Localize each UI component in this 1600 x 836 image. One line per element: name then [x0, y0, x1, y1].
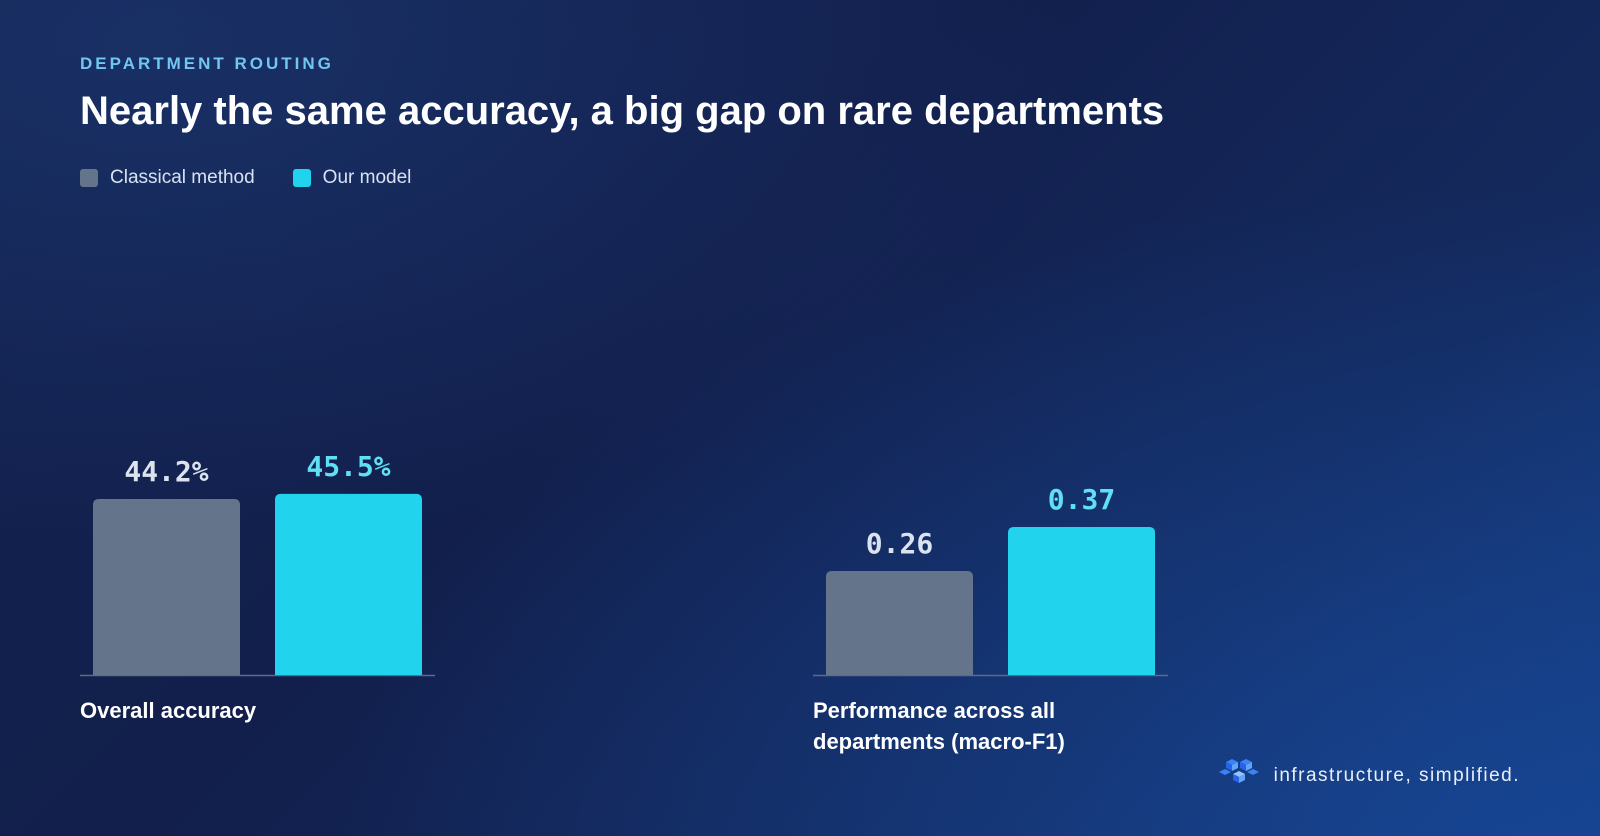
bar-our-model-chart-0 [275, 493, 422, 675]
bar-value-label-our-model-chart-1: 0.37 [1048, 483, 1115, 516]
overall-accuracy-chart-svg: 44.2% 45.5% [80, 450, 435, 677]
brand-footer: infrastructure, simplified. [1218, 758, 1520, 794]
legend-label-classical: Classical method [110, 167, 255, 188]
legend-swatch-classical [80, 169, 98, 187]
bar-value-label-classical-method-chart-0: 44.2% [124, 455, 208, 488]
legend-swatch-our-model [292, 169, 311, 187]
legend-label-our-model: Our model [322, 167, 412, 188]
overall-accuracy-axis-label: Overall accuracy [80, 698, 257, 723]
legend-item-our-model: Our model [292, 167, 412, 189]
macro-f1-axis-label: Performance across all departments (macr… [813, 698, 1065, 754]
chart-legend: Classical method Our model [80, 167, 411, 189]
bar-value-label-classical-method-chart-1: 0.26 [866, 527, 933, 560]
bar-classical-method-chart-1 [826, 571, 973, 675]
bar-value-label-our-model-chart-0: 45.5% [306, 450, 390, 483]
slide-title: Nearly the same accuracy, a big gap on r… [80, 89, 1165, 133]
legend-item-classical: Classical method [80, 167, 255, 189]
bar-classical-method-chart-0 [93, 499, 240, 675]
eyebrow-label: DEPARTMENT ROUTING [80, 54, 334, 73]
stacked-cubes-logo-icon [1218, 758, 1260, 794]
brand-tagline: infrastructure, simplified. [1273, 765, 1520, 786]
macro-f1-chart-svg: 0.26 0.37 [813, 483, 1168, 677]
bar-our-model-chart-1 [1008, 527, 1155, 675]
